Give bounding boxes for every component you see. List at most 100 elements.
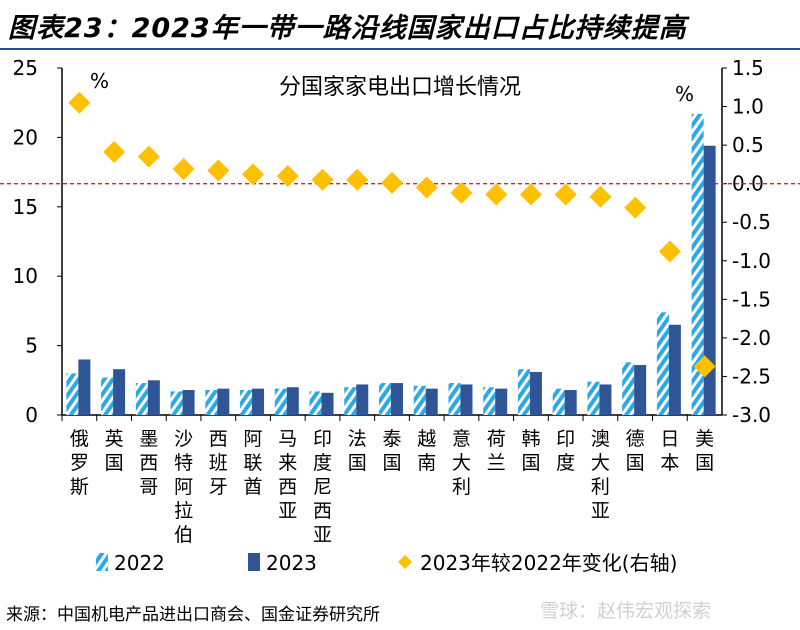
change-diamond <box>485 183 508 206</box>
bar-2022 <box>413 385 426 415</box>
bar-2023 <box>634 365 647 415</box>
change-diamond <box>415 176 438 199</box>
x-tick-label-char: 罗 <box>70 452 89 474</box>
right-tick-label: -2.5 <box>732 364 771 388</box>
x-tick-label-char: 度 <box>313 452 332 474</box>
bar-2022 <box>552 388 565 415</box>
legend-label-2022: 2022 <box>114 551 165 575</box>
left-tick-label: 0 <box>25 403 38 427</box>
legend-label-change: 2023年较2022年变化(右轴) <box>420 551 677 575</box>
x-tick-label-char: 美 <box>695 428 714 450</box>
x-tick-label-char: 西 <box>313 500 332 522</box>
x-tick-label-char: 亚 <box>591 500 610 522</box>
bar-2022 <box>483 387 496 415</box>
x-tick-label-char: 墨 <box>139 428 158 450</box>
bar-2022 <box>170 391 183 415</box>
x-tick-label-char: 西 <box>139 452 158 474</box>
change-diamond <box>693 355 716 378</box>
left-unit-label: % <box>90 69 109 93</box>
bar-2023 <box>391 383 403 415</box>
left-tick-label: 15 <box>13 195 38 219</box>
x-tick-label-char: 国 <box>626 452 645 474</box>
x-tick-label-char: 泰 <box>382 428 401 450</box>
right-tick-label: -2.0 <box>732 326 771 350</box>
legend-label-2023: 2023 <box>266 551 317 575</box>
chart: 0510152025-3.0-2.5-2.0-1.5-1.0-0.50.00.5… <box>0 56 800 575</box>
x-tick-label-char: 来 <box>278 452 297 474</box>
x-tick-label-char: 印 <box>556 428 575 450</box>
x-tick-label-char: 亚 <box>313 524 332 546</box>
x-tick-label-char: 意 <box>452 428 471 450</box>
x-tick-label-char: 国 <box>695 452 714 474</box>
right-tick-label: -3.0 <box>732 403 771 427</box>
x-tick-label-char: 英 <box>105 428 124 450</box>
legend-swatch-2022 <box>96 553 108 571</box>
x-tick-label-char: 酋 <box>244 476 263 498</box>
bar-2023 <box>599 384 612 415</box>
x-tick-label-char: 马 <box>278 428 297 450</box>
x-tick-label-char: 西 <box>278 476 297 498</box>
x-tick-label-char: 本 <box>660 452 679 474</box>
legend-swatch-2023 <box>248 553 260 571</box>
x-tick-label-char: 法 <box>348 428 367 450</box>
x-tick-label-char: 联 <box>244 452 263 474</box>
bar-2022 <box>379 383 391 415</box>
x-tick-label-char: 德 <box>626 428 645 450</box>
left-tick-label: 25 <box>13 56 38 80</box>
change-diamond <box>68 91 91 114</box>
change-diamond <box>276 164 299 187</box>
right-tick-label: -0.5 <box>732 210 771 234</box>
bar-2022 <box>66 373 79 415</box>
x-tick-label-char: 阿 <box>174 476 193 498</box>
x-tick-label-char: 国 <box>382 452 401 474</box>
x-tick-label-char: 哥 <box>139 476 158 498</box>
x-tick-label-char: 印 <box>313 428 332 450</box>
change-diamond <box>624 196 647 219</box>
change-diamond <box>137 145 160 168</box>
bar-2023 <box>286 387 299 415</box>
x-tick-label-char: 国 <box>348 452 367 474</box>
bar-2022 <box>656 312 669 415</box>
bar-2022 <box>691 113 704 415</box>
x-tick-label-char: 拉 <box>174 500 193 522</box>
legend-swatch-change <box>398 555 412 569</box>
watermark: 雪球：赵伟宏观探索 <box>540 600 712 622</box>
bar-2023 <box>182 390 195 415</box>
bar-2023 <box>529 371 542 415</box>
title-divider <box>0 48 800 50</box>
change-diamond <box>519 183 542 206</box>
bar-2022 <box>344 387 357 415</box>
bar-2022 <box>622 362 635 415</box>
x-tick-label-char: 兰 <box>487 452 506 474</box>
bar-2023 <box>113 369 126 415</box>
left-tick-label: 20 <box>13 125 38 149</box>
right-tick-label: 0.5 <box>732 133 764 157</box>
x-tick-label-char: 西 <box>209 428 228 450</box>
bar-2022 <box>205 390 218 415</box>
x-tick-label-char: 尼 <box>313 476 332 498</box>
x-tick-label-char: 伯 <box>174 524 193 546</box>
bar-2023 <box>460 384 473 415</box>
bar-2023 <box>78 359 91 415</box>
bar-2023 <box>703 145 716 415</box>
bar-2022 <box>448 383 461 415</box>
x-tick-label-char: 日 <box>660 428 679 450</box>
change-diamond <box>554 183 577 206</box>
change-diamond <box>658 240 681 263</box>
bar-2023 <box>217 388 230 415</box>
bar-2022 <box>517 369 530 415</box>
bar-2023 <box>495 388 508 415</box>
bar-2023 <box>321 392 334 415</box>
x-tick-label-char: 韩 <box>521 428 540 450</box>
x-tick-label-char: 沙 <box>174 428 193 450</box>
bar-2022 <box>101 377 114 415</box>
bar-2023 <box>425 388 438 415</box>
change-diamond <box>103 141 126 164</box>
x-tick-label-char: 国 <box>105 452 124 474</box>
right-tick-label: 1.0 <box>732 95 764 119</box>
left-tick-label: 5 <box>25 334 38 358</box>
change-diamond <box>207 159 230 182</box>
x-tick-label-char: 荷 <box>487 428 506 450</box>
bar-2023 <box>356 384 369 415</box>
x-tick-label-char: 大 <box>591 452 610 474</box>
